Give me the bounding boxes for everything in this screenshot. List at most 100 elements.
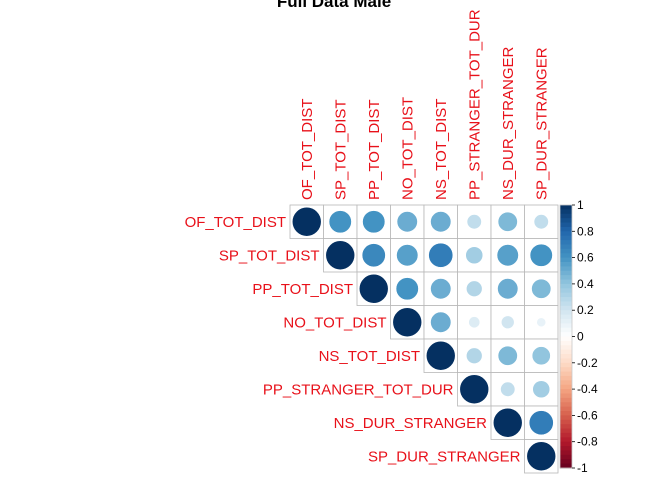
legend-color-segment bbox=[560, 432, 572, 438]
legend-tick-label: 1 bbox=[577, 198, 584, 212]
legend-color-segment bbox=[560, 297, 572, 302]
legend-color-segment bbox=[560, 318, 572, 324]
legend-color-segment bbox=[560, 336, 572, 342]
correlation-circle-PP_TOT_DIST-PP_TOT_DIST bbox=[358, 273, 389, 304]
correlation-circle-PP_STRANGER_TOT_DUR-SP_DUR_STRANGER bbox=[532, 380, 551, 399]
legend-color-segment bbox=[560, 288, 572, 294]
column-label: NO_TOT_DIST bbox=[399, 97, 416, 200]
correlation-circle-OF_TOT_DIST-SP_TOT_DIST bbox=[328, 210, 352, 234]
legend-color-segment bbox=[560, 310, 572, 316]
row-label: SP_DUR_STRANGER bbox=[368, 448, 521, 465]
correlation-circle-OF_TOT_DIST-PP_TOT_DIST bbox=[362, 210, 386, 234]
legend-color-segment bbox=[560, 279, 572, 285]
legend-color-segment bbox=[560, 380, 572, 386]
correlation-circle-PP_TOT_DIST-NS_TOT_DIST bbox=[430, 278, 452, 300]
legend-color-segment bbox=[560, 340, 572, 346]
legend-color-segment bbox=[560, 362, 572, 368]
legend-color-segment bbox=[560, 266, 572, 272]
correlation-circle-PP_TOT_DIST-SP_DUR_STRANGER bbox=[531, 278, 552, 299]
legend-color-segment bbox=[560, 406, 572, 412]
correlation-circle-PP_STRANGER_TOT_DUR-NS_DUR_STRANGER bbox=[500, 381, 516, 397]
legend-color-segment bbox=[560, 419, 572, 425]
legend-color-segment bbox=[560, 450, 572, 456]
legend-tick-label: 0 bbox=[577, 330, 584, 344]
correlation-circle-OF_TOT_DIST-PP_STRANGER_TOT_DUR bbox=[466, 214, 482, 230]
legend-color-segment bbox=[560, 213, 572, 219]
grid-cell bbox=[490, 238, 525, 273]
column-label: OF_TOT_DIST bbox=[299, 99, 316, 200]
legend-color-segment bbox=[560, 397, 572, 403]
legend-color-segment bbox=[560, 327, 572, 333]
legend-color-segment bbox=[560, 463, 572, 469]
legend-tick-label: -0.6 bbox=[577, 408, 598, 422]
legend-tick-label: 0.8 bbox=[577, 224, 594, 238]
legend-color-segment bbox=[560, 459, 572, 465]
row-label: PP_TOT_DIST bbox=[252, 281, 353, 298]
legend-color-segment bbox=[560, 411, 572, 416]
correlation-circle-OF_TOT_DIST-OF_TOT_DIST bbox=[291, 206, 322, 237]
row-label: NS_TOT_DIST bbox=[319, 348, 420, 365]
legend-color-segment bbox=[560, 415, 572, 421]
legend-color-segment bbox=[560, 275, 572, 281]
legend-color-segment bbox=[560, 384, 572, 390]
legend-color-segment bbox=[560, 389, 572, 394]
legend-color-segment bbox=[560, 270, 572, 276]
correlation-circle-SP_TOT_DIST-NS_DUR_STRANGER bbox=[496, 244, 519, 267]
legend-tick-label: 0.6 bbox=[577, 251, 594, 265]
correlation-circle-SP_TOT_DIST-PP_TOT_DIST bbox=[361, 243, 386, 268]
correlation-circle-PP_TOT_DIST-PP_STRANGER_TOT_DUR bbox=[466, 280, 483, 297]
legend-color-segment bbox=[560, 354, 572, 359]
column-label: NS_TOT_DIST bbox=[433, 99, 450, 200]
row-label: PP_STRANGER_TOT_DUR bbox=[263, 381, 454, 398]
correlation-circle-SP_TOT_DIST-PP_STRANGER_TOT_DUR bbox=[465, 246, 484, 265]
legend-color-segment bbox=[560, 235, 572, 241]
legend-color-segment bbox=[560, 367, 572, 373]
legend-color-segment bbox=[560, 292, 572, 298]
correlation-circle-NO_TOT_DIST-PP_STRANGER_TOT_DUR bbox=[468, 316, 481, 329]
correlation-circle-NO_TOT_DIST-NS_DUR_STRANGER bbox=[500, 315, 515, 330]
correlation-circle-NS_TOT_DIST-SP_DUR_STRANGER bbox=[531, 346, 551, 366]
legend-color-segment bbox=[560, 231, 572, 237]
legend-color-segment bbox=[560, 209, 572, 215]
legend-color-segment bbox=[560, 437, 572, 443]
correlation-circle-PP_STRANGER_TOT_DUR-PP_STRANGER_TOT_DUR bbox=[459, 374, 490, 405]
legend-color-segment bbox=[560, 393, 572, 399]
legend-color-segment bbox=[560, 222, 572, 228]
grid-cell bbox=[524, 204, 559, 239]
correlation-circle-OF_TOT_DIST-SP_DUR_STRANGER bbox=[533, 214, 549, 230]
correlation-circle-NS_DUR_STRANGER-SP_DUR_STRANGER bbox=[528, 410, 554, 436]
legend-color-segment bbox=[560, 424, 572, 430]
legend-color-segment bbox=[560, 248, 572, 254]
legend-tick-label: 0.4 bbox=[577, 277, 594, 291]
correlation-circle-SP_DUR_STRANGER-SP_DUR_STRANGER bbox=[526, 441, 557, 472]
correlation-circle-NS_TOT_DIST-NS_TOT_DIST bbox=[425, 340, 456, 371]
legend-color-segment bbox=[560, 441, 572, 447]
correlation-circle-NS_DUR_STRANGER-NS_DUR_STRANGER bbox=[492, 407, 523, 438]
legend-tick-label: -0.4 bbox=[577, 382, 598, 396]
column-label: NS_DUR_STRANGER bbox=[500, 46, 517, 200]
legend-color-segment bbox=[560, 244, 572, 250]
legend-color-segment bbox=[560, 253, 572, 259]
row-label: NS_DUR_STRANGER bbox=[334, 415, 488, 432]
legend-color-segment bbox=[560, 332, 572, 337]
color-legend: 1 0.8 0.6 0.4 0.2 0 -0.2 -0.4 -0.6 -0.8 -1 bbox=[559, 198, 598, 475]
legend-color-segment bbox=[560, 261, 572, 267]
legend-color-segment bbox=[560, 375, 572, 381]
variable-labels: OF_TOT_DIST SP_TOT_DIST PP_TOT_DIST NO_TOT_… bbox=[185, 9, 551, 465]
correlation-circle-SP_TOT_DIST-NO_TOT_DIST bbox=[396, 244, 419, 267]
legend-color-segment bbox=[560, 240, 572, 245]
legend-color-segment bbox=[560, 446, 572, 451]
row-label: SP_TOT_DIST bbox=[219, 247, 320, 264]
correlation-circle-NO_TOT_DIST-SP_DUR_STRANGER bbox=[536, 317, 547, 328]
legend-color-segment bbox=[560, 323, 572, 329]
correlation-circle-OF_TOT_DIST-NS_DUR_STRANGER bbox=[497, 211, 518, 232]
legend-color-segment bbox=[560, 301, 572, 307]
correlation-circle-NO_TOT_DIST-NO_TOT_DIST bbox=[392, 307, 423, 338]
correlation-circle-SP_TOT_DIST-NS_TOT_DIST bbox=[428, 242, 454, 268]
legend-tick-label: 0.2 bbox=[577, 303, 594, 317]
legend-tick-label: -0.8 bbox=[577, 435, 598, 449]
legend-color-segment bbox=[560, 402, 572, 408]
column-label: PP_TOT_DIST bbox=[366, 99, 383, 200]
legend-color-segment bbox=[560, 349, 572, 355]
